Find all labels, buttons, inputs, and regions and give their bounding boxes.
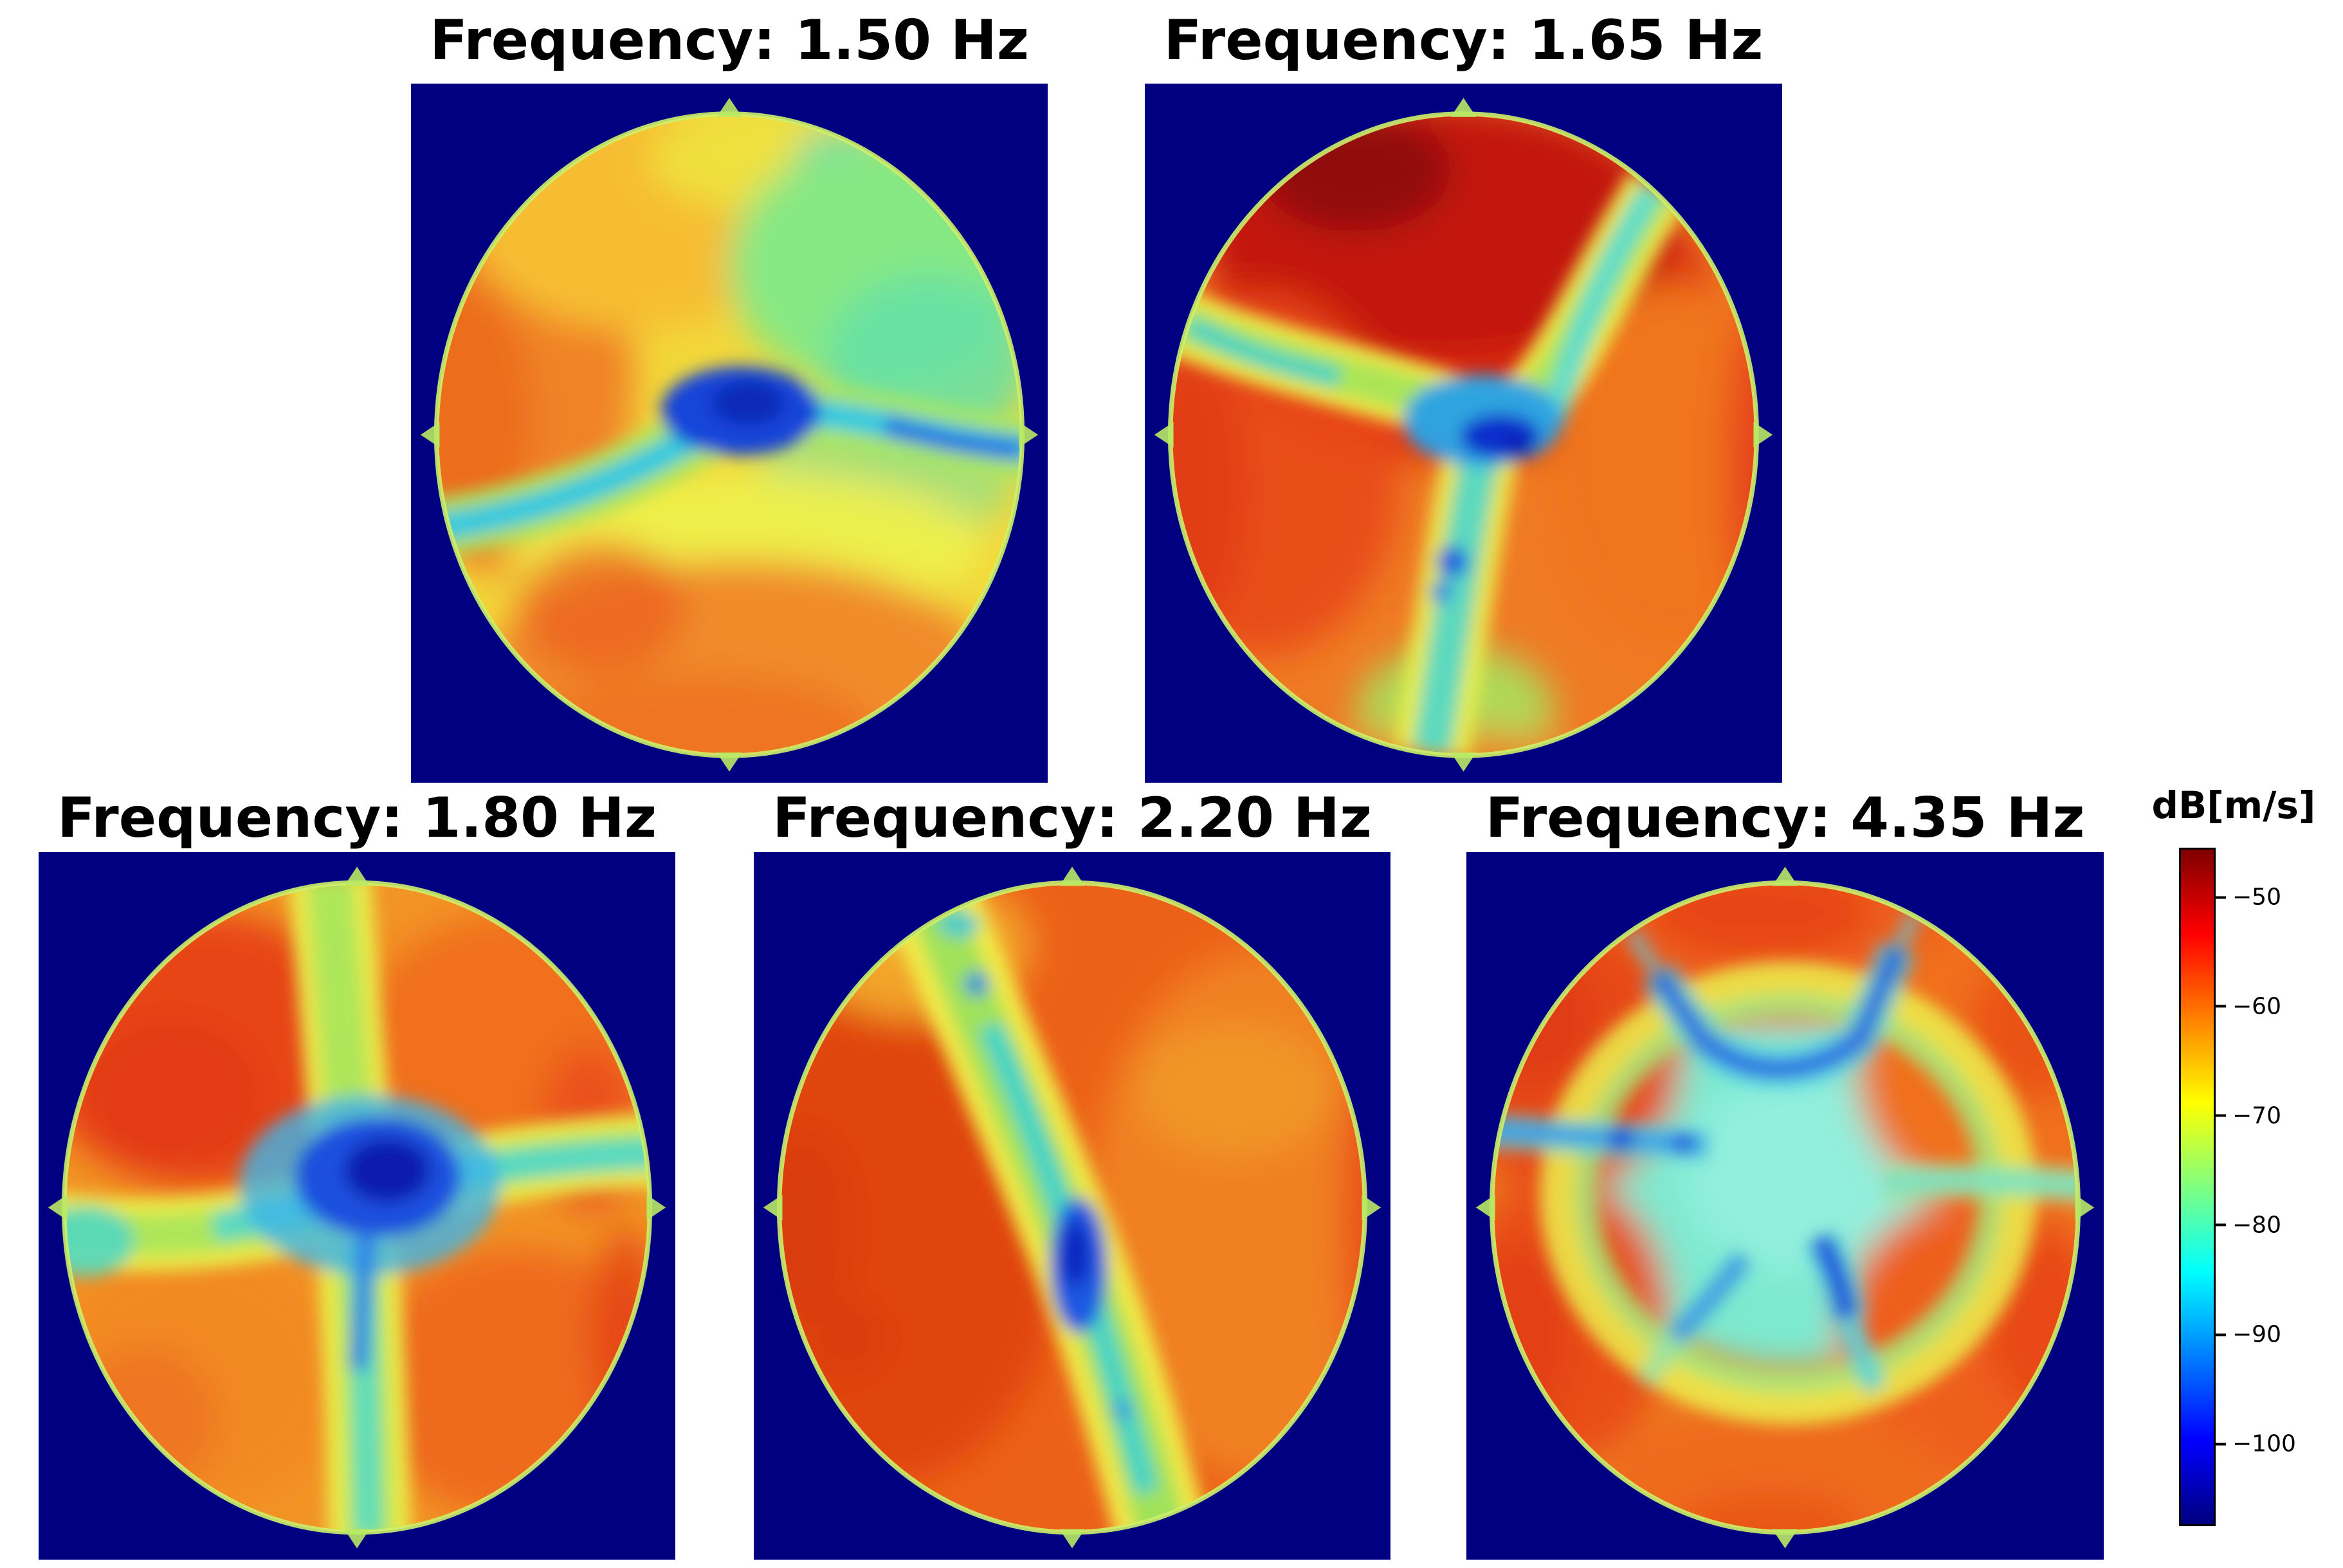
tick-label: −50: [2232, 884, 2281, 911]
colorbar-tick: −80: [2216, 1212, 2281, 1238]
colorbar-tick: −50: [2216, 884, 2281, 911]
tick-label: −80: [2232, 1212, 2281, 1239]
colorbar-label: dB[m/s]: [2151, 783, 2316, 827]
colorbar-tick: −60: [2216, 993, 2281, 1019]
panel-title-3: Frequency: 1.80 Hz: [57, 786, 657, 850]
colorbar-gradient: [2179, 848, 2216, 1526]
heatmap-panel-1: Frequency: 1.50 Hz: [411, 13, 1048, 783]
tick-label: −60: [2232, 993, 2281, 1020]
tick-label: −70: [2232, 1102, 2281, 1129]
heatmap-canvas-5: [1466, 852, 2104, 1560]
heatmap-panel-2: Frequency: 1.65 Hz: [1145, 13, 1782, 783]
colorbar-tick: −70: [2216, 1102, 2281, 1129]
heatmap-canvas-4: [754, 852, 1390, 1560]
heatmap-panel-3: Frequency: 1.80 Hz: [39, 790, 675, 1560]
tick-mark: [2216, 1005, 2226, 1008]
colorbar-tick: −100: [2216, 1431, 2296, 1457]
tick-mark: [2216, 1223, 2226, 1226]
heatmap-canvas-1: [411, 84, 1048, 783]
heatmap-canvas-2: [1145, 84, 1782, 783]
colorbar-tick: −90: [2216, 1322, 2281, 1348]
tick-mark: [2216, 896, 2226, 898]
tick-label: −100: [2232, 1430, 2296, 1457]
tick-mark: [2216, 1333, 2226, 1336]
heatmap-panel-4: Frequency: 2.20 Hz: [754, 790, 1390, 1560]
colorbar: dB[m/s] −50 −60 −70 −80 −90 −100: [2152, 783, 2315, 1526]
tick-mark: [2216, 1443, 2226, 1446]
tick-label: −90: [2232, 1321, 2281, 1348]
panel-title-2: Frequency: 1.65 Hz: [1163, 8, 1764, 73]
panel-title-4: Frequency: 2.20 Hz: [772, 786, 1372, 850]
heatmap-panel-5: Frequency: 4.35 Hz: [1466, 790, 2104, 1560]
heatmap-canvas-3: [39, 852, 675, 1560]
tick-mark: [2216, 1114, 2226, 1117]
panel-title-1: Frequency: 1.50 Hz: [430, 8, 1029, 73]
panel-title-5: Frequency: 4.35 Hz: [1485, 786, 2085, 850]
